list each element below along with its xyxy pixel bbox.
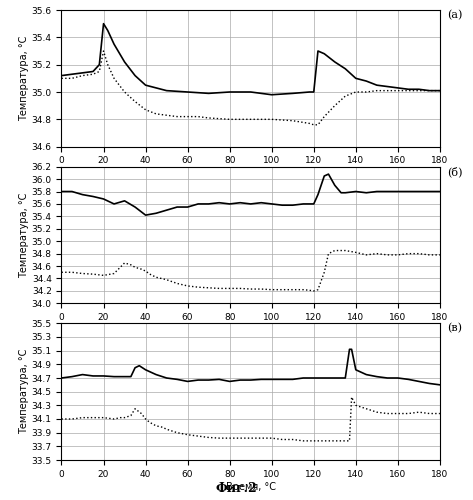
Text: Фиг.2: Фиг.2: [216, 482, 257, 495]
X-axis label: Время, с: Время, с: [229, 168, 272, 178]
Text: (в): (в): [447, 324, 463, 334]
Y-axis label: Температура, °С: Температура, °С: [19, 192, 29, 278]
X-axis label: Время, °С: Время, °С: [226, 325, 276, 335]
Text: (б): (б): [447, 166, 463, 177]
Y-axis label: Температура, °С: Температура, °С: [19, 349, 29, 434]
Text: (а): (а): [447, 10, 463, 20]
X-axis label: Время, °С: Время, °С: [226, 482, 276, 492]
Y-axis label: Температура, °С: Температура, °С: [19, 36, 29, 121]
